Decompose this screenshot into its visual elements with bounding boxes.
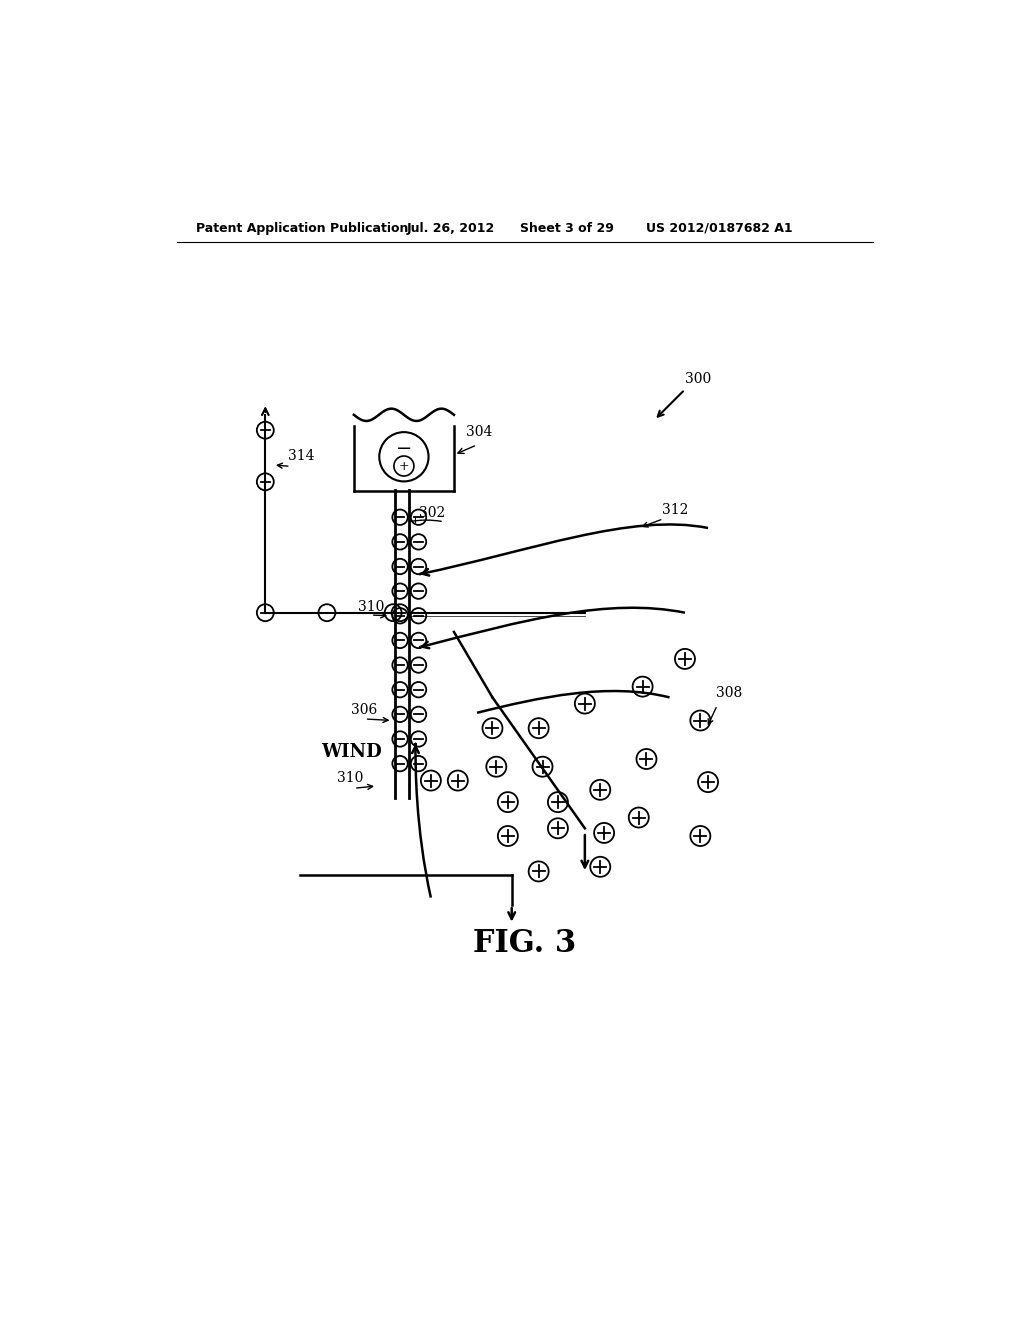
Text: FIG. 3: FIG. 3 [473,928,577,960]
Text: US 2012/0187682 A1: US 2012/0187682 A1 [646,222,793,235]
Text: WIND: WIND [322,743,382,762]
Text: 304: 304 [466,425,492,438]
Text: 312: 312 [662,503,688,517]
Text: +: + [398,459,410,473]
Text: Jul. 26, 2012: Jul. 26, 2012 [407,222,495,235]
Text: 308: 308 [716,686,742,701]
Text: 306: 306 [351,704,377,717]
Text: −: − [395,440,412,458]
Text: 310: 310 [357,601,384,614]
Text: 300: 300 [685,372,712,387]
Text: Sheet 3 of 29: Sheet 3 of 29 [520,222,614,235]
Text: 302: 302 [419,507,444,520]
Text: 310: 310 [337,771,364,785]
Text: Patent Application Publication: Patent Application Publication [196,222,409,235]
Text: 314: 314 [289,449,315,463]
